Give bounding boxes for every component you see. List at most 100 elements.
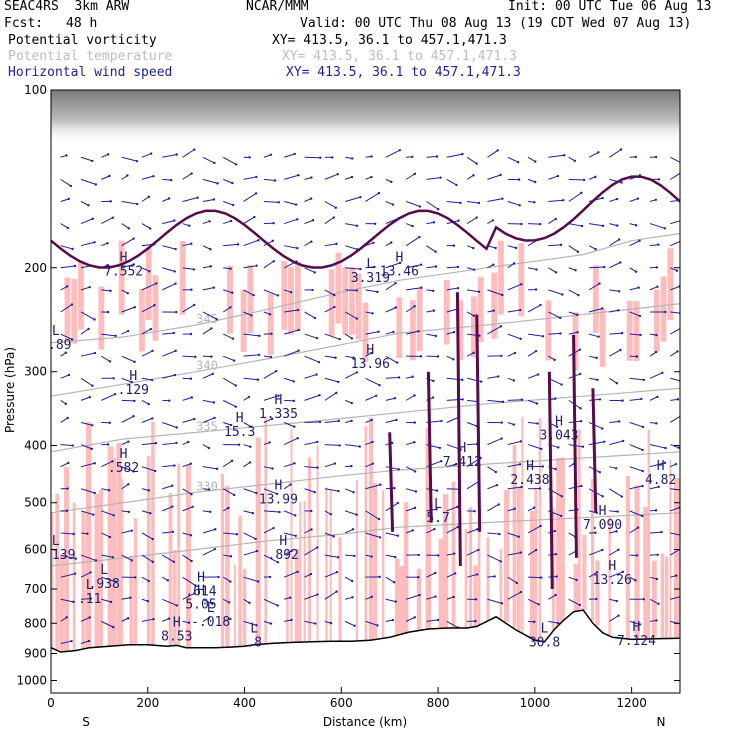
extrema-value: 30.8 — [529, 636, 560, 651]
wind-vector — [80, 311, 95, 320]
wind-vector — [162, 618, 170, 622]
wind-vector — [548, 244, 562, 247]
wind-vector — [141, 510, 151, 514]
wind-vector-head — [452, 244, 456, 247]
wind-vector — [80, 241, 95, 247]
wind-vector — [568, 576, 577, 581]
wind-vector — [263, 395, 279, 401]
wind-vector — [223, 618, 231, 622]
wind-vector — [446, 308, 458, 313]
wind-vector — [202, 245, 211, 250]
wind-vector-head — [227, 601, 231, 604]
wind-vector-head — [378, 383, 381, 387]
wind-vector-head — [639, 333, 642, 337]
wind-vector-head — [377, 517, 381, 521]
wind-vector-head — [293, 152, 297, 156]
wind-vector-head — [452, 330, 456, 334]
wind-vector — [609, 332, 623, 335]
extrema-value: 13.96 — [351, 357, 390, 372]
wind-vector-head — [133, 306, 137, 309]
center-label: NCAR/MMM — [246, 0, 309, 14]
wind-vector-head — [229, 555, 233, 558]
wind-vector — [223, 355, 235, 362]
wind-vector-head — [233, 493, 236, 497]
wind-vector — [588, 197, 603, 202]
wind-vector-head — [276, 561, 280, 564]
wind-vector — [426, 488, 438, 492]
pv-fill-streak — [673, 478, 680, 639]
wind-vector-head — [580, 484, 583, 488]
wind-vector-head — [318, 420, 322, 424]
wind-vector — [670, 240, 680, 247]
wind-vector — [324, 591, 337, 600]
wind-vector-head — [192, 268, 196, 271]
wind-vector — [385, 598, 396, 603]
wind-vector — [609, 349, 621, 357]
wind-vector-head — [617, 548, 620, 551]
wind-vector-head — [513, 507, 516, 510]
wind-vector — [80, 352, 96, 357]
wind-vector — [141, 175, 154, 180]
wind-vector — [162, 350, 176, 357]
wind-vector — [162, 220, 175, 225]
wind-vector-head — [519, 551, 523, 554]
wind-vector — [284, 153, 295, 158]
wind-vector — [243, 620, 257, 626]
wind-vector — [324, 463, 336, 468]
wind-vector-head — [353, 624, 356, 627]
wind-vector-head — [316, 546, 319, 549]
pv-fill-streak — [556, 457, 561, 628]
wind-vector-head — [582, 178, 586, 182]
pv-fill-streak — [590, 478, 595, 621]
wind-vector-head — [616, 224, 619, 227]
wind-vector-head — [556, 174, 560, 178]
wind-vector-head — [459, 448, 462, 451]
wind-vector — [80, 156, 93, 162]
wind-vector — [101, 488, 110, 491]
wind-vector — [162, 332, 174, 335]
wind-vector-head — [638, 174, 642, 177]
field-wind-xy: XY= 413.5, 36.1 to 457.1,471.3 — [286, 65, 521, 80]
pv-min-label: L.938 — [89, 563, 120, 592]
wind-vector-head — [579, 419, 583, 423]
wind-vector-head — [268, 575, 272, 579]
wind-vector-head — [683, 535, 685, 537]
wind-vector-head — [151, 349, 154, 353]
wind-vector — [101, 333, 116, 337]
wind-vector — [121, 200, 138, 205]
wind-vector — [568, 245, 579, 253]
wind-vector-head — [194, 355, 197, 359]
wind-vector-head — [151, 537, 154, 541]
wind-vector-head — [288, 596, 292, 599]
wind-vector-head — [336, 556, 340, 559]
wind-vector-head — [290, 618, 293, 622]
wind-vector-head — [292, 399, 296, 403]
wind-vector — [202, 198, 215, 202]
wind-vector — [609, 488, 623, 497]
wind-vector-head — [560, 495, 564, 498]
wind-vector-head — [310, 240, 313, 243]
wind-vector — [222, 576, 231, 583]
wind-vector — [284, 289, 292, 293]
wind-vector-head — [497, 503, 500, 506]
wind-vector-head — [457, 416, 460, 419]
wind-vector-head — [67, 197, 70, 201]
wind-vector-head — [297, 174, 300, 177]
pv-tropopause-contour — [51, 175, 680, 269]
wind-vector — [548, 154, 565, 158]
wind-vector-head — [337, 380, 340, 384]
wind-vector — [202, 328, 212, 335]
wind-vector-head — [600, 307, 604, 310]
wind-vector — [345, 596, 353, 600]
wind-vector — [304, 394, 320, 401]
wind-vector — [182, 243, 192, 247]
wind-vector-head — [473, 509, 476, 513]
pv-fill-streak — [120, 478, 123, 646]
wind-vector-head — [519, 590, 523, 594]
extrema-value: 5.05 — [185, 597, 216, 612]
wind-vector — [263, 289, 279, 296]
wind-vector-head — [433, 527, 436, 531]
wind-vector — [507, 552, 521, 556]
extrema-letter: H — [555, 415, 563, 430]
wind-vector — [243, 333, 260, 337]
